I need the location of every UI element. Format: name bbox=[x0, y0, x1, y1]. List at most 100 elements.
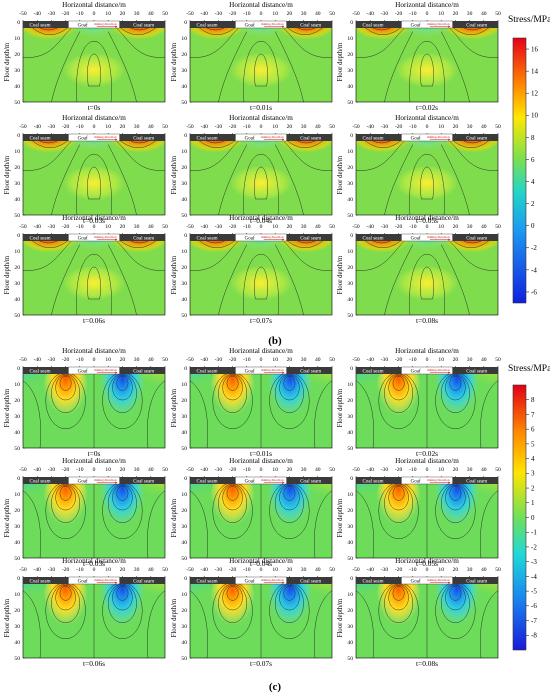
mining-direction-arrowhead bbox=[448, 238, 451, 241]
contour-line bbox=[480, 590, 498, 658]
contour-line bbox=[356, 590, 374, 658]
contour-line bbox=[87, 53, 101, 87]
x-tick-label: 10 bbox=[105, 124, 111, 130]
y-tick-label: 50 bbox=[181, 313, 187, 319]
y-tick-label: 0 bbox=[17, 576, 20, 582]
x-tick-label: -20 bbox=[62, 357, 70, 363]
x-tick-label: 30 bbox=[467, 11, 473, 17]
colorbar-c-ticks: 8 7 6 5 4 3 2 1 0 -1 -2 -3 -4 -5 -6 -7 -8 bbox=[526, 396, 537, 640]
x-tick-label: 0 bbox=[426, 224, 429, 230]
contour-line bbox=[59, 586, 72, 601]
x-tick-label: -40 bbox=[33, 224, 41, 230]
mining-direction-arrowhead bbox=[115, 138, 118, 141]
contour-line bbox=[283, 376, 296, 391]
y-tick-label: 40 bbox=[14, 540, 20, 546]
goaf-label: Goaf bbox=[78, 579, 88, 584]
x-tick-label: 40 bbox=[315, 11, 321, 17]
contour-line bbox=[445, 585, 466, 611]
x-tick-label: -10 bbox=[243, 567, 251, 573]
x-tick-label: 40 bbox=[481, 124, 487, 130]
contour-line bbox=[449, 28, 498, 58]
x-tick-label: 0 bbox=[426, 567, 429, 573]
x-tick-label: -30 bbox=[381, 11, 389, 17]
colorbar-tick-label: 0 bbox=[531, 514, 535, 522]
y-tick-label: 30 bbox=[347, 414, 353, 420]
y-axis-title: Floor depth/m bbox=[4, 498, 11, 537]
x-tick-label: -20 bbox=[62, 567, 70, 573]
y-tick-label: 0 bbox=[350, 476, 353, 482]
y-tick-label: 30 bbox=[14, 414, 20, 420]
subplot-b-5: Horizontal distance/m -50 -40 -30 -20 -10 0 10 2… bbox=[337, 114, 501, 225]
goaf-box bbox=[401, 576, 453, 585]
heatmap-field bbox=[23, 478, 165, 558]
x-tick-label: -40 bbox=[366, 11, 374, 17]
colorbar-tick-label: -6 bbox=[531, 602, 537, 610]
contour-line bbox=[107, 583, 137, 624]
x-tick-label: -40 bbox=[33, 11, 41, 17]
y-tick-label: 50 bbox=[14, 313, 20, 319]
x-tick-label: 0 bbox=[93, 224, 96, 230]
subplot-c-7: Horizontal distance/m -50 -40 -30 -20 -10 0 10 2… bbox=[171, 557, 335, 668]
x-tick-label: 40 bbox=[481, 567, 487, 573]
x-tick-label: 30 bbox=[134, 467, 140, 473]
goaf-label: Goaf bbox=[78, 479, 88, 484]
x-tick-label: 40 bbox=[148, 567, 154, 573]
coal-seam-label: Coal seam bbox=[300, 136, 321, 141]
contour-line bbox=[226, 586, 239, 601]
coal-seam-label: Coal seam bbox=[300, 23, 321, 28]
heatmap-field bbox=[23, 22, 165, 102]
x-tick-label: -10 bbox=[76, 567, 84, 573]
subplot-c-3: Horizontal distance/m -50 -40 -30 -20 -10 0 10 2… bbox=[4, 457, 168, 568]
coal-seam-label: Coal seam bbox=[363, 369, 384, 374]
goaf-label: Goaf bbox=[411, 236, 421, 241]
x-tick-label: -20 bbox=[229, 11, 237, 17]
colorbar-tick-label: -1 bbox=[531, 529, 537, 537]
y-tick-label: 50 bbox=[14, 656, 20, 662]
x-tick-label: 20 bbox=[287, 357, 293, 363]
subplot-c-5: Horizontal distance/m -50 -40 -30 -20 -10 0 10 2… bbox=[337, 457, 501, 568]
mining-direction-arrowhead bbox=[115, 238, 118, 241]
contour-line bbox=[356, 380, 374, 448]
mining-direction-arrowhead bbox=[282, 238, 285, 241]
contour-line bbox=[283, 28, 332, 58]
contour-line bbox=[356, 141, 405, 171]
coal-seam-label: Coal seam bbox=[300, 579, 321, 584]
contour-line bbox=[356, 28, 405, 58]
x-tick-label: 10 bbox=[272, 567, 278, 573]
contour-line bbox=[76, 153, 112, 215]
mining-direction-label: mining direction bbox=[94, 235, 117, 239]
y-tick-label: 40 bbox=[14, 197, 20, 203]
x-tick-label: 40 bbox=[315, 224, 321, 230]
x-tick-label: -40 bbox=[200, 124, 208, 130]
contour-line bbox=[274, 144, 304, 215]
contour-line bbox=[440, 144, 470, 215]
x-tick-label: 10 bbox=[105, 357, 111, 363]
coal-seam-label: Coal seam bbox=[466, 479, 487, 484]
x-tick-label: -30 bbox=[48, 11, 56, 17]
x-tick-label: -10 bbox=[243, 467, 251, 473]
contour-line bbox=[409, 40, 445, 102]
x-tick-label: -50 bbox=[19, 567, 27, 573]
x-tick-label: 30 bbox=[134, 567, 140, 573]
contour-line bbox=[218, 144, 248, 215]
x-tick-label: 10 bbox=[438, 357, 444, 363]
y-tick-label: 10 bbox=[181, 382, 187, 388]
x-tick-label: 0 bbox=[93, 467, 96, 473]
heatmap-field bbox=[23, 578, 165, 658]
x-tick-label: 50 bbox=[495, 224, 501, 230]
x-tick-label: -40 bbox=[366, 124, 374, 130]
x-tick-label: -50 bbox=[186, 357, 194, 363]
x-tick-label: -30 bbox=[215, 567, 223, 573]
coal-seam-label: Coal seam bbox=[197, 479, 218, 484]
contour-line bbox=[51, 373, 81, 414]
y-tick-label: 0 bbox=[17, 366, 20, 372]
x-tick-label: -20 bbox=[229, 124, 237, 130]
contour-line bbox=[112, 585, 133, 611]
x-tick-label: 40 bbox=[315, 124, 321, 130]
contour-line bbox=[59, 376, 72, 391]
y-tick-label: 40 bbox=[347, 640, 353, 646]
goaf-label: Goaf bbox=[245, 579, 255, 584]
contour-line bbox=[420, 266, 434, 300]
x-tick-label: -30 bbox=[48, 567, 56, 573]
x-tick-label: -30 bbox=[215, 11, 223, 17]
